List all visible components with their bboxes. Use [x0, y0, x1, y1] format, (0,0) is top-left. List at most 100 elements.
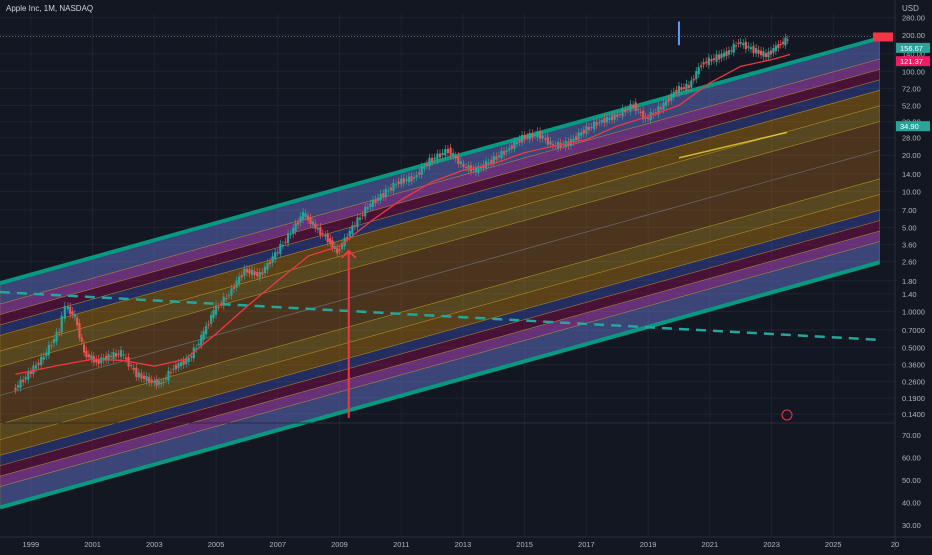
candle-body	[629, 103, 632, 112]
candle-body	[358, 217, 362, 220]
candle-body	[423, 166, 426, 169]
candle-body	[271, 256, 274, 263]
price-tick-label: 28.00	[902, 134, 921, 143]
candle-body	[536, 131, 539, 138]
price-tick-label: 0.7000	[902, 326, 925, 335]
candle-body	[500, 150, 503, 159]
candle-body	[336, 248, 339, 254]
candle-body	[248, 269, 251, 274]
candle-body	[715, 54, 718, 62]
candle-body	[492, 156, 495, 164]
candle-body	[169, 372, 173, 374]
price-tick-label: 0.1400	[902, 410, 925, 419]
price-tick-label: 52.00	[902, 101, 921, 110]
candle-body	[551, 144, 555, 146]
candle-body	[316, 227, 319, 230]
candle-body	[720, 53, 723, 59]
moving-average-line	[15, 53, 791, 375]
candle-body	[472, 168, 475, 170]
candle-body	[410, 176, 413, 182]
candle-body	[364, 206, 367, 217]
price-tick-label: 0.3600	[902, 361, 925, 370]
candle-body	[490, 159, 493, 164]
time-tick-label: 2007	[269, 540, 286, 549]
candle-body	[510, 145, 513, 149]
time-tick-label: 2011	[393, 540, 409, 549]
candle-body	[268, 261, 272, 265]
candle-body	[546, 137, 549, 145]
candle-body	[374, 199, 377, 204]
price-tick-label: 280.00	[902, 14, 925, 23]
candle-body	[420, 166, 423, 175]
price-tick-label: 14.00	[902, 170, 921, 179]
candle-body	[263, 266, 266, 274]
candle-body	[37, 362, 40, 366]
candle-body	[100, 357, 103, 364]
candle-body	[402, 178, 405, 184]
candle-body	[618, 114, 621, 116]
candle-body	[304, 213, 307, 218]
candle-body	[167, 370, 170, 381]
candle-body	[662, 102, 665, 110]
candle-body	[774, 45, 777, 52]
price-tick-label: 7.00	[902, 206, 917, 215]
candle-body	[710, 59, 713, 62]
candle-body	[605, 116, 609, 123]
candle-body	[695, 71, 698, 80]
candle-body	[187, 357, 190, 362]
candle-body	[281, 244, 285, 246]
candle-body	[544, 138, 547, 140]
volume-tick-label: 50.00	[902, 476, 921, 485]
candle-body	[243, 268, 246, 276]
candle-body	[279, 243, 282, 254]
candle-body	[690, 80, 693, 88]
candle-body	[682, 87, 686, 89]
candle-body	[595, 122, 598, 126]
time-tick-label: 1999	[23, 540, 40, 549]
candle-body	[677, 85, 681, 94]
candle-body	[29, 371, 32, 375]
candle-body	[452, 152, 455, 156]
candle-body	[405, 179, 408, 181]
candle-body	[160, 382, 163, 385]
candle-body	[687, 85, 690, 89]
candle-body	[777, 44, 780, 49]
candle-body	[164, 378, 168, 380]
candle-body	[137, 372, 140, 378]
candle-body	[762, 51, 765, 57]
candle-body	[117, 353, 120, 355]
candle-body	[80, 337, 83, 342]
price-tick-label: 0.1900	[902, 394, 925, 403]
candle-body	[69, 306, 72, 315]
price-tick-label: 10.00	[902, 187, 921, 196]
candle-body	[433, 157, 436, 160]
candle-body	[742, 43, 745, 46]
candle-body	[185, 358, 188, 364]
candle-body	[680, 87, 683, 91]
candle-body	[722, 52, 726, 57]
candle-body	[289, 234, 292, 236]
candle-body	[759, 50, 763, 56]
candle-body	[82, 344, 86, 353]
candle-body	[585, 126, 588, 134]
candle-body	[769, 50, 773, 55]
price-label-text: 156.67	[900, 44, 923, 53]
price-label-text: 34.90	[900, 122, 919, 131]
candle-body	[356, 217, 359, 228]
candle-body	[177, 362, 180, 369]
candle-body	[513, 141, 516, 149]
currency-label: USD	[902, 4, 919, 13]
candle-body	[734, 45, 738, 47]
price-tick-label: 0.2600	[902, 378, 925, 387]
candle-body	[78, 323, 81, 338]
time-tick-label: 2005	[208, 540, 225, 549]
candle-body	[294, 223, 297, 232]
candle-body	[541, 135, 544, 139]
candle-body	[155, 379, 158, 386]
candle-body	[400, 178, 403, 185]
candle-body	[324, 234, 327, 237]
candle-body	[200, 334, 203, 346]
candle-body	[502, 151, 506, 155]
